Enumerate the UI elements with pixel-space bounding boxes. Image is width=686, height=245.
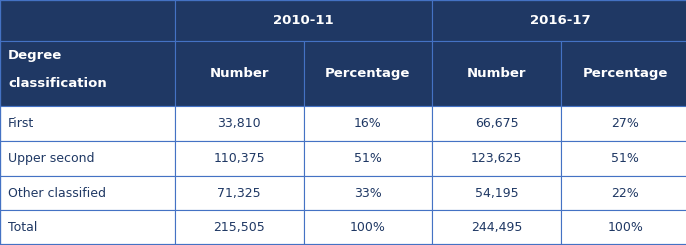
Text: 33,810: 33,810 — [217, 117, 261, 130]
Text: 215,505: 215,505 — [213, 221, 265, 234]
Text: Number: Number — [209, 67, 269, 80]
Bar — [0, 0, 175, 41]
Text: 100%: 100% — [350, 221, 386, 234]
Bar — [175, 106, 303, 141]
Text: Number: Number — [466, 67, 526, 80]
Text: Upper second: Upper second — [8, 152, 95, 165]
Bar — [303, 41, 432, 106]
Bar — [560, 106, 686, 141]
Text: classification: classification — [8, 77, 107, 90]
Text: 71,325: 71,325 — [217, 186, 261, 200]
Text: 54,195: 54,195 — [475, 186, 519, 200]
Text: 100%: 100% — [607, 221, 643, 234]
Text: 244,495: 244,495 — [471, 221, 522, 234]
Text: 33%: 33% — [354, 186, 381, 200]
Text: Degree: Degree — [8, 49, 62, 62]
Bar — [560, 210, 686, 245]
Bar — [432, 176, 561, 210]
Text: Percentage: Percentage — [582, 67, 667, 80]
Bar — [175, 41, 303, 106]
Bar — [432, 106, 561, 141]
Text: Total: Total — [8, 221, 38, 234]
Text: 51%: 51% — [611, 152, 639, 165]
Bar — [432, 210, 561, 245]
Bar — [560, 41, 686, 106]
Bar — [432, 0, 686, 41]
Bar — [0, 41, 175, 106]
Bar — [432, 141, 561, 176]
Bar — [303, 210, 432, 245]
Bar — [303, 106, 432, 141]
Bar — [560, 141, 686, 176]
Text: 27%: 27% — [611, 117, 639, 130]
Bar — [432, 41, 561, 106]
Text: 2010-11: 2010-11 — [273, 14, 334, 27]
Text: First: First — [8, 117, 34, 130]
Text: 66,675: 66,675 — [475, 117, 519, 130]
Text: 110,375: 110,375 — [213, 152, 265, 165]
Text: 16%: 16% — [354, 117, 381, 130]
Bar — [175, 141, 303, 176]
Text: Other classified: Other classified — [8, 186, 106, 200]
Bar — [0, 210, 175, 245]
Bar — [0, 141, 175, 176]
Bar — [175, 210, 303, 245]
Text: 123,625: 123,625 — [471, 152, 522, 165]
Text: 2016-17: 2016-17 — [530, 14, 591, 27]
Text: Percentage: Percentage — [325, 67, 410, 80]
Bar — [175, 0, 432, 41]
Bar — [0, 176, 175, 210]
Bar — [175, 176, 303, 210]
Text: 22%: 22% — [611, 186, 639, 200]
Bar — [303, 141, 432, 176]
Text: 51%: 51% — [354, 152, 382, 165]
Bar — [303, 176, 432, 210]
Bar — [0, 106, 175, 141]
Bar — [560, 176, 686, 210]
